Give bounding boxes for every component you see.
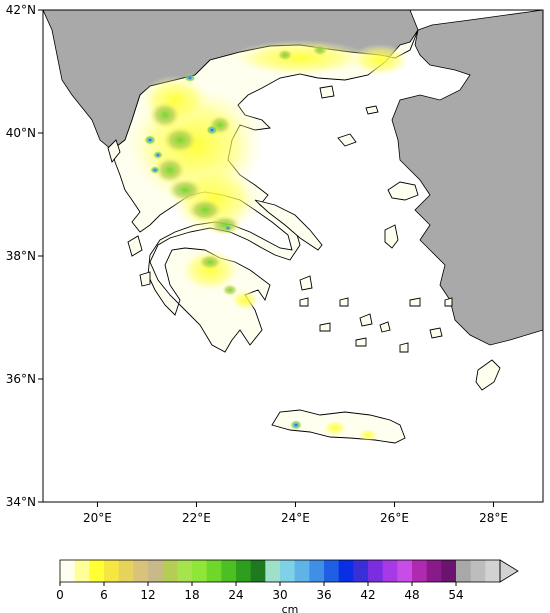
lon-tick-label: 20°E <box>83 511 112 525</box>
colorbar-swatch <box>236 560 252 582</box>
colorbar-swatch <box>338 560 354 582</box>
colorbar-tick-label: 36 <box>316 588 331 602</box>
lon-tick-label: 22°E <box>182 511 211 525</box>
colorbar-extend-arrow <box>499 559 519 583</box>
lon-tick-label: 24°E <box>281 511 310 525</box>
colorbar-swatch <box>221 560 237 582</box>
longitude-axis: 20°E 22°E 24°E 26°E 28°E <box>83 502 508 525</box>
colorbar-swatch <box>250 560 266 582</box>
colorbar-swatch <box>177 560 193 582</box>
colorbar-tick-label: 48 <box>404 588 419 602</box>
colorbar-swatch <box>426 560 442 582</box>
colorbar-swatch <box>192 560 208 582</box>
colorbar-swatch <box>456 560 472 582</box>
colorbar-swatch <box>118 560 134 582</box>
colorbar-swatch <box>353 560 369 582</box>
colorbar-swatch <box>382 560 398 582</box>
colorbar-swatch <box>397 560 413 582</box>
colorbar-swatch <box>162 560 178 582</box>
lon-tick-label: 26°E <box>380 511 409 525</box>
colorbar-tick-label: 0 <box>56 588 64 602</box>
colorbar-unit-label: cm <box>282 603 299 613</box>
colorbar: 0 6 12 18 24 30 36 42 48 54 cm <box>56 559 519 613</box>
colorbar-tick-label: 24 <box>228 588 243 602</box>
lat-tick-label: 40°N <box>6 126 36 140</box>
colorbar-swatch <box>280 560 296 582</box>
colorbar-tick-label: 42 <box>360 588 375 602</box>
colorbar-swatch <box>206 560 222 582</box>
colorbar-tick-label: 6 <box>100 588 108 602</box>
lat-tick-label: 34°N <box>6 495 36 509</box>
colorbar-swatch <box>265 560 281 582</box>
lat-tick-label: 36°N <box>6 372 36 386</box>
colorbar-swatch <box>133 560 149 582</box>
colorbar-swatch <box>104 560 120 582</box>
colorbar-tick-label: 12 <box>140 588 155 602</box>
lon-tick-label: 28°E <box>479 511 508 525</box>
colorbar-swatch <box>148 560 164 582</box>
colorbar-swatch <box>89 560 105 582</box>
colorbar-swatch <box>412 560 428 582</box>
colorbar-swatch <box>294 560 310 582</box>
colorbar-tick-label: 54 <box>448 588 463 602</box>
colorbar-swatch <box>368 560 384 582</box>
colorbar-swatch <box>60 560 76 582</box>
colorbar-tick-label: 18 <box>184 588 199 602</box>
snow-depth-field <box>125 40 410 441</box>
colorbar-swatch <box>309 560 325 582</box>
lat-tick-label: 42°N <box>6 3 36 17</box>
colorbar-tick-label: 30 <box>272 588 287 602</box>
colorbar-swatch <box>324 560 340 582</box>
colorbar-swatch <box>485 560 501 582</box>
colorbar-swatch <box>74 560 90 582</box>
colorbar-swatch <box>470 560 486 582</box>
lat-tick-label: 38°N <box>6 249 36 263</box>
colorbar-swatch <box>441 560 457 582</box>
latitude-axis: 42°N 40°N 38°N 36°N 34°N <box>6 3 43 509</box>
